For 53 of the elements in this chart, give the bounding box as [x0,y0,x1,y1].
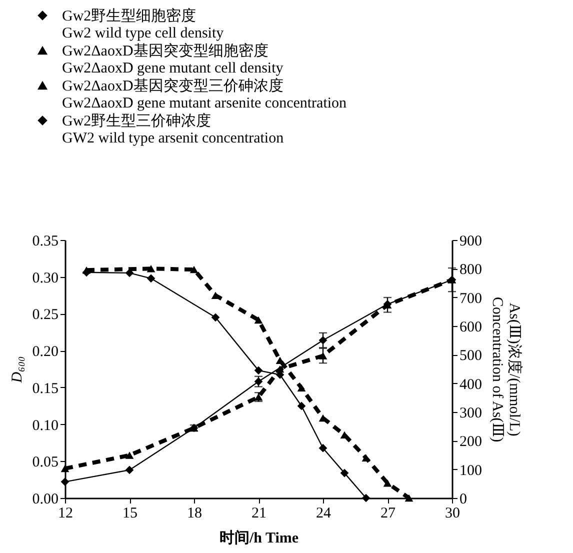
y2-tick-label: 500 [460,348,482,364]
y2-tick-label: 800 [460,262,482,278]
y-tick-label: 0.35 [32,234,58,250]
point [146,274,156,283]
legend-label: Gw2野生型三价砷浓度 GW2 wild type arsenit concentration [62,112,284,146]
point [60,464,70,472]
x-tick-label: 15 [122,506,138,522]
x-tick-label: 18 [187,506,202,522]
x-axis-title: 时间/h Time [219,530,299,546]
legend-label: Gw2ΔaoxD基因突变型细胞密度 Gw2ΔaoxD gene mutant cell density [62,42,284,76]
x-tick-label: 24 [316,506,332,522]
y2-tick-label: 100 [460,462,482,479]
y2-tick-label: 400 [460,376,482,393]
legend-label: Gw2野生型细胞密度 Gw2 wild type cell density [62,8,224,42]
legend-label: Gw2ΔaoxD基因突变型三价砷浓度 Gw2ΔaoxD gene mutant arsenite concentration [62,78,348,112]
point [146,265,156,272]
x-tick-label: 12 [58,506,73,522]
point [125,452,134,459]
y-tick-label: 0.10 [32,418,58,434]
y2-tick-label: 300 [460,406,482,422]
y2-tick-label: 200 [460,434,482,450]
point [254,316,263,324]
y2-tick-label: 600 [460,320,482,336]
point [404,494,414,502]
y-tick-label: 0.15 [32,380,58,397]
y-tick-label: 0.25 [32,307,58,324]
point [340,468,349,478]
y-tick-label: 0.05 [32,454,58,471]
y-tick-label: 0.30 [32,270,58,286]
x-tick-label: 27 [380,506,396,522]
point [254,366,263,375]
x-tick-label: 30 [445,506,460,522]
x-tick-label: 21 [252,506,266,522]
point [60,478,70,486]
point [362,454,370,462]
point [190,266,198,274]
point [318,352,328,360]
y2-tick-label: 900 [460,234,482,250]
point [297,384,306,392]
y-tick-label: 0.20 [32,344,58,360]
y2-axis-title: As(Ⅲ)浓度/(mmol/L) Concentration of As(Ⅲ) [489,296,523,442]
point [125,268,134,278]
y-axis-title: D₆₀₀ [9,356,26,384]
point [125,466,134,474]
point [211,313,220,322]
point [362,494,370,502]
y2-tick-label: 700 [460,290,482,307]
point [297,402,306,410]
y-tick-label: 0.00 [32,492,58,508]
point [318,444,328,452]
point [318,336,328,344]
y2-tick-label: 0 [460,492,467,508]
point [383,479,392,487]
